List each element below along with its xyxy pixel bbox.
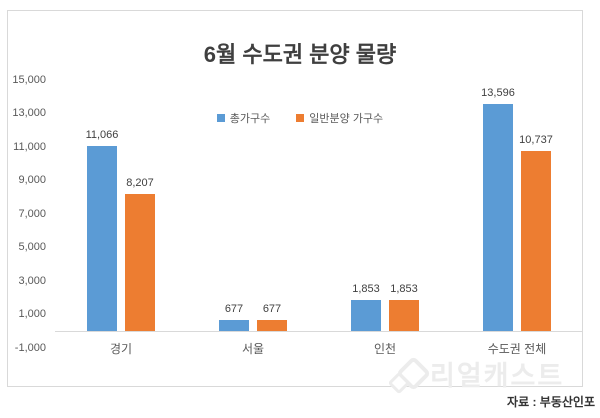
bar-general-sale-households-sudogwon-total	[521, 151, 551, 332]
legend: 총가구수 일반분양 가구수	[0, 110, 600, 126]
legend-label-total-households: 총가구수	[229, 113, 271, 125]
bar-total-households-gyeonggi	[87, 145, 117, 332]
legend-item-total-households: 총가구수	[216, 110, 271, 126]
y-axis-tick-9000: 9,000	[18, 174, 46, 186]
bar-value-total-households-seoul: 677	[224, 302, 244, 315]
y-axis-tick-5000: 5,000	[18, 241, 46, 253]
bar-general-sale-households-incheon	[389, 300, 419, 332]
bar-general-sale-households-seoul	[257, 319, 287, 332]
bar-value-general-sale-households-seoul: 677	[262, 302, 282, 315]
y-axis-tick--1000: -1,000	[14, 341, 46, 354]
legend-swatch-total-households	[216, 114, 225, 122]
y-axis-tick-15000: 15,000	[12, 73, 46, 86]
legend-swatch-general-sale-households	[296, 114, 305, 122]
y-axis-tick-13000: 13,000	[12, 107, 46, 119]
x-axis-label-seoul: 서울	[241, 342, 265, 357]
realcast-logo-icon	[387, 355, 432, 396]
bar-value-total-households-gyeonggi: 11,066	[85, 128, 119, 141]
bar-value-general-sale-households-sudogwon-total: 10,737	[519, 134, 553, 147]
chart-title: 6월 수도권 분양 물량	[203, 42, 397, 67]
x-axis-line	[55, 331, 583, 332]
bar-value-total-households-sudogwon-total: 13,596	[481, 86, 515, 99]
watermark-text: 리얼캐스트	[430, 361, 565, 391]
legend-label-general-sale-households: 일반분양 가구수	[309, 113, 384, 125]
x-axis-label-gyeonggi: 경기	[109, 342, 133, 357]
bar-total-households-sudogwon-total	[483, 103, 513, 332]
source-note: 자료 : 부동산인포	[507, 395, 595, 409]
bar-value-general-sale-households-gyeonggi: 8,207	[126, 176, 154, 189]
bar-total-households-seoul	[219, 319, 249, 332]
bar-value-general-sale-households-incheon: 1,853	[390, 283, 418, 296]
x-axis-label-incheon: 인천	[373, 342, 397, 357]
bar-general-sale-households-gyeonggi	[125, 193, 155, 332]
watermark-logo: 리얼캐스트	[387, 355, 565, 396]
bar-value-total-households-incheon: 1,853	[352, 283, 380, 296]
y-axis-tick-1000: 1,000	[18, 308, 46, 320]
bar-total-households-incheon	[351, 300, 381, 332]
y-axis-tick-3000: 3,000	[18, 274, 46, 287]
y-axis-tick-11000: 11,000	[13, 140, 46, 153]
x-axis-label-sudogwon-total: 수도권 전체	[487, 342, 547, 357]
y-axis-tick-7000: 7,000	[18, 207, 46, 220]
legend-item-general-sale-households: 일반분양 가구수	[296, 110, 383, 126]
